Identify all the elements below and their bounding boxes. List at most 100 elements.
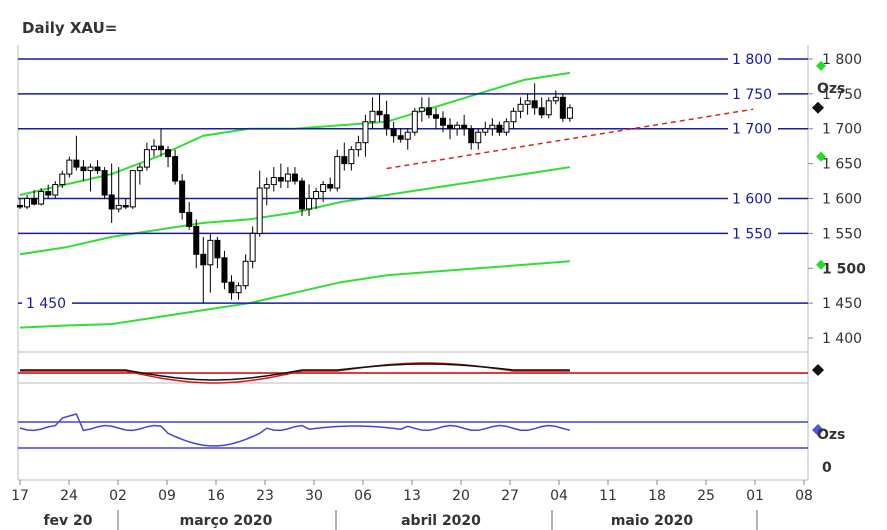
candle — [397, 128, 404, 143]
candle — [158, 128, 164, 157]
candle — [355, 135, 362, 157]
level-marker — [816, 60, 826, 71]
candle — [256, 170, 263, 237]
panel1-black-line — [20, 363, 570, 381]
x-tick-label: 09 — [158, 488, 176, 504]
x-tick-label: 23 — [256, 488, 274, 504]
candle — [461, 114, 468, 136]
x-tick-label: 06 — [354, 488, 372, 504]
candle — [284, 167, 291, 189]
level-label: 1 550 — [732, 226, 772, 242]
y-axis: 1 400 1 450 1 500 1 550 1 600 1 650 1 700 1 750… — [808, 52, 866, 347]
candle — [454, 121, 461, 136]
candle — [200, 236, 207, 304]
level-marker — [816, 151, 826, 162]
candle — [348, 146, 355, 171]
candle — [517, 97, 524, 119]
candle — [207, 233, 214, 293]
candle — [432, 107, 439, 129]
indicator-panel-1 — [18, 362, 824, 384]
level-label-bg — [728, 48, 778, 69]
level-label-bg — [728, 83, 778, 104]
candle — [214, 236, 221, 269]
x-month-label: abril 2020 — [401, 513, 481, 529]
x-axis: 17 24 02 09 16 23 30 06 13 20 27 04 11 18 25 01 08 fev 20… — [11, 480, 813, 530]
candle — [362, 114, 369, 157]
candle — [108, 163, 115, 223]
y-tick-label: 1 400 — [822, 331, 862, 347]
level-label: 1 700 — [732, 122, 772, 138]
level-label-bg — [22, 293, 72, 314]
y-tick-label: 1 550 — [822, 226, 862, 242]
x-tick-label: 17 — [11, 488, 29, 504]
candle — [559, 93, 566, 122]
horizontal-levels: 1 800 1 750 1 700 1 600 1 550 1 450 — [18, 48, 808, 314]
x-tick-label: 11 — [599, 488, 617, 504]
unit-label: Ozs — [817, 81, 845, 97]
candle — [475, 128, 482, 150]
candle — [404, 128, 411, 150]
candle — [313, 188, 320, 209]
level-label: 1 450 — [26, 296, 66, 312]
candle — [94, 160, 101, 175]
candle — [510, 107, 517, 129]
candle — [38, 188, 45, 206]
candle — [249, 226, 256, 269]
x-tick-label: 16 — [207, 488, 225, 504]
candle — [73, 135, 80, 171]
candle — [538, 97, 545, 119]
y-tick-label: 1 700 — [822, 122, 862, 138]
candle — [122, 198, 129, 209]
y-tick-label: 1 450 — [822, 296, 862, 312]
level-label: 1 600 — [732, 192, 772, 208]
trendline — [386, 108, 754, 170]
candle — [143, 142, 150, 171]
candle — [496, 121, 503, 136]
candle — [524, 93, 531, 115]
x-tick-label: 20 — [452, 488, 470, 504]
candle — [320, 181, 327, 202]
candle — [418, 97, 425, 122]
y-tick-label: 1 750 — [822, 87, 862, 103]
candle — [552, 90, 559, 105]
x-tick-label: 25 — [697, 488, 715, 504]
chart-grid — [17, 45, 809, 481]
candle — [228, 275, 235, 300]
candle — [440, 111, 446, 133]
envelope-lower-line — [19, 260, 570, 329]
candle — [150, 139, 157, 157]
x-tick-label: 13 — [403, 488, 421, 504]
candle — [383, 100, 390, 136]
candle — [263, 177, 270, 206]
panel2-line — [19, 413, 571, 447]
x-month-label: março 2020 — [180, 513, 273, 529]
candle — [376, 93, 383, 122]
x-tick-label: 04 — [550, 488, 568, 504]
candle — [31, 190, 38, 206]
x-month-label: fev 20 — [43, 513, 92, 529]
envelope-bands — [19, 71, 571, 329]
x-tick-label: 01 — [746, 488, 764, 504]
candle — [341, 142, 348, 171]
candle — [270, 167, 277, 192]
x-tick-label: 24 — [60, 488, 78, 504]
y-tick-label: 1 500 — [822, 261, 866, 277]
candle — [531, 83, 538, 115]
candle — [299, 177, 305, 216]
candle — [411, 107, 418, 136]
candle — [193, 219, 200, 269]
candle — [87, 163, 94, 192]
candlesticks — [17, 83, 573, 304]
panel2-marker — [812, 424, 824, 436]
candle — [242, 254, 249, 290]
x-tick-label: 02 — [109, 488, 127, 504]
candle — [80, 160, 87, 182]
x-month-label: maio 2020 — [611, 513, 694, 529]
envelope-mid-line — [19, 166, 571, 256]
candle — [115, 167, 122, 213]
x-tick-label: 18 — [648, 488, 666, 504]
candle — [165, 146, 172, 168]
candle — [24, 195, 31, 209]
candle — [136, 163, 143, 185]
candle — [545, 97, 552, 119]
